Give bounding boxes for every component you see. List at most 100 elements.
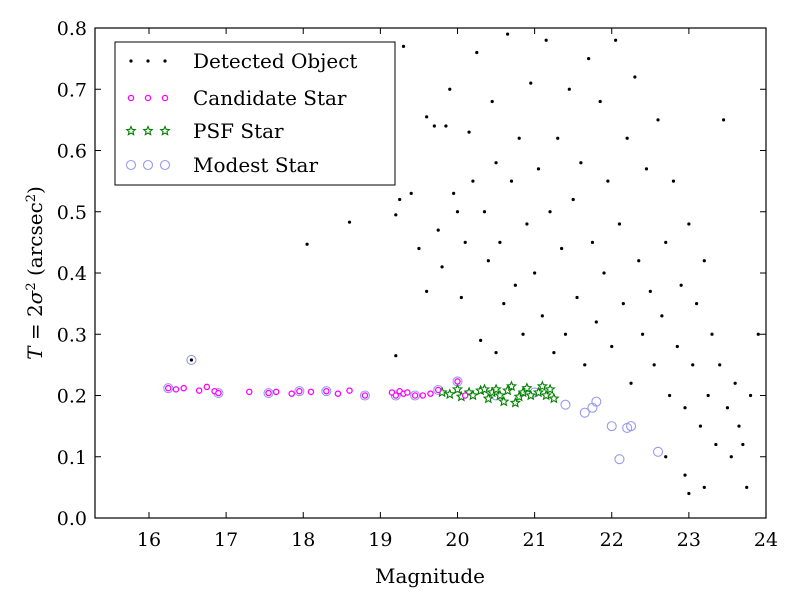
detected-object-point <box>683 406 687 410</box>
detected-object-point <box>579 161 583 165</box>
psf-star-point <box>540 389 552 401</box>
detected-object-point <box>733 381 737 385</box>
detected-object-point <box>679 283 683 287</box>
detected-object-point <box>683 473 687 477</box>
detected-object-point <box>640 332 645 336</box>
detected-object-point <box>544 38 548 42</box>
detected-object-point <box>494 351 498 355</box>
candidate-star-point <box>195 387 203 394</box>
psf-star-point <box>548 392 560 404</box>
detected-object-point <box>398 197 402 202</box>
detected-object-point <box>756 332 760 336</box>
detected-object-point <box>702 485 706 489</box>
detected-object-point <box>694 302 699 306</box>
candidate-star-point <box>346 387 353 394</box>
modest-star-point <box>579 407 590 418</box>
detected-object-point <box>490 99 494 104</box>
modest-star-point <box>294 386 305 397</box>
candidate-star-point <box>307 388 315 396</box>
detected-object-point <box>741 442 745 447</box>
psf-star-point <box>505 380 518 392</box>
modest-star-point <box>321 386 332 397</box>
candidate-star-point <box>203 383 211 391</box>
detected-object-point <box>560 246 564 251</box>
detected-object-point <box>444 124 448 128</box>
y-label-sigma: σ <box>23 289 47 304</box>
candidate-star-point <box>454 378 461 385</box>
detected-object-point <box>590 240 595 244</box>
x-tick-label: 23 <box>677 529 701 551</box>
detected-object-point <box>637 259 641 263</box>
x-tick-label: 22 <box>600 529 624 551</box>
candidate-star-point <box>419 392 427 399</box>
modest-star-point <box>614 454 625 465</box>
detected-object-point <box>552 351 556 355</box>
detected-object-point <box>455 210 460 214</box>
y-tick-label: 0.2 <box>57 386 87 408</box>
y-tick-label: 0.0 <box>57 508 87 530</box>
detected-object-point <box>610 344 614 349</box>
legend-marker <box>142 125 154 136</box>
detected-object-point <box>347 220 352 224</box>
y-tick-label: 0.8 <box>57 18 87 40</box>
y-label-eq: = 2 <box>23 304 47 346</box>
detected-object-point <box>652 363 656 367</box>
candidate-star-point <box>334 390 342 397</box>
psf-star-point <box>544 383 556 395</box>
series-psf-star <box>436 380 560 408</box>
candidate-star-point <box>427 390 434 397</box>
detected-object-point <box>633 75 637 79</box>
y-label-units-close: ) <box>23 186 47 194</box>
detected-object-point <box>525 222 529 226</box>
detected-object-point <box>467 130 471 134</box>
detected-object-point <box>575 295 579 300</box>
y-label-units-open: (arcsec <box>23 202 47 282</box>
legend-label: PSF Star <box>193 119 284 143</box>
legend: Detected Object Candidate Star PSF Star Mod… <box>114 41 396 186</box>
detected-object-point <box>432 124 436 128</box>
legend-label: Candidate Star <box>193 86 347 110</box>
candidate-star-point <box>361 392 369 399</box>
detected-object-point <box>602 271 606 275</box>
detected-object-point <box>587 57 591 61</box>
detected-object-point <box>482 210 487 214</box>
modest-star-point <box>359 390 370 401</box>
candidate-star-point <box>392 392 400 399</box>
psf-star-point <box>451 383 464 395</box>
detected-object-point <box>394 354 398 358</box>
detected-object-point <box>475 50 479 55</box>
legend-label: Detected Object <box>193 49 357 73</box>
x-tick-label: 16 <box>137 529 161 551</box>
detected-object-point <box>452 191 456 195</box>
detected-object-point <box>664 455 668 459</box>
psf-star-point <box>478 383 491 395</box>
detected-object-point <box>486 259 490 263</box>
detected-object-point <box>710 332 714 336</box>
psf-star-point <box>467 389 479 401</box>
modest-star-point <box>163 383 174 394</box>
detected-object-point <box>563 332 568 336</box>
legend-marker <box>146 59 150 63</box>
detected-object-point <box>648 289 652 293</box>
detected-object-point <box>540 314 544 318</box>
modest-star-point <box>625 421 637 432</box>
legend-marker <box>125 125 137 136</box>
candidate-star-point <box>265 389 272 397</box>
detected-object-point <box>745 485 749 489</box>
detected-object-point <box>706 393 710 398</box>
detected-object-point <box>671 179 676 183</box>
detected-object-point <box>617 222 622 226</box>
y-tick-label: 0.5 <box>57 202 87 224</box>
legend-marker <box>125 159 137 171</box>
modest-star-point <box>591 396 602 407</box>
detected-object-point <box>714 442 718 447</box>
x-tick-label: 18 <box>291 529 315 551</box>
candidate-star-point <box>288 390 295 397</box>
legend-item: Candidate Star <box>127 86 347 110</box>
y-label-t: T <box>23 345 47 360</box>
y-axis-ticks: 0.0 0.1 0.2 0.3 0.4 0.5 0.6 0.7 0.8 <box>57 18 766 530</box>
detected-object-point <box>606 179 610 183</box>
detected-object-point <box>471 179 475 183</box>
x-tick-label: 20 <box>445 529 469 551</box>
